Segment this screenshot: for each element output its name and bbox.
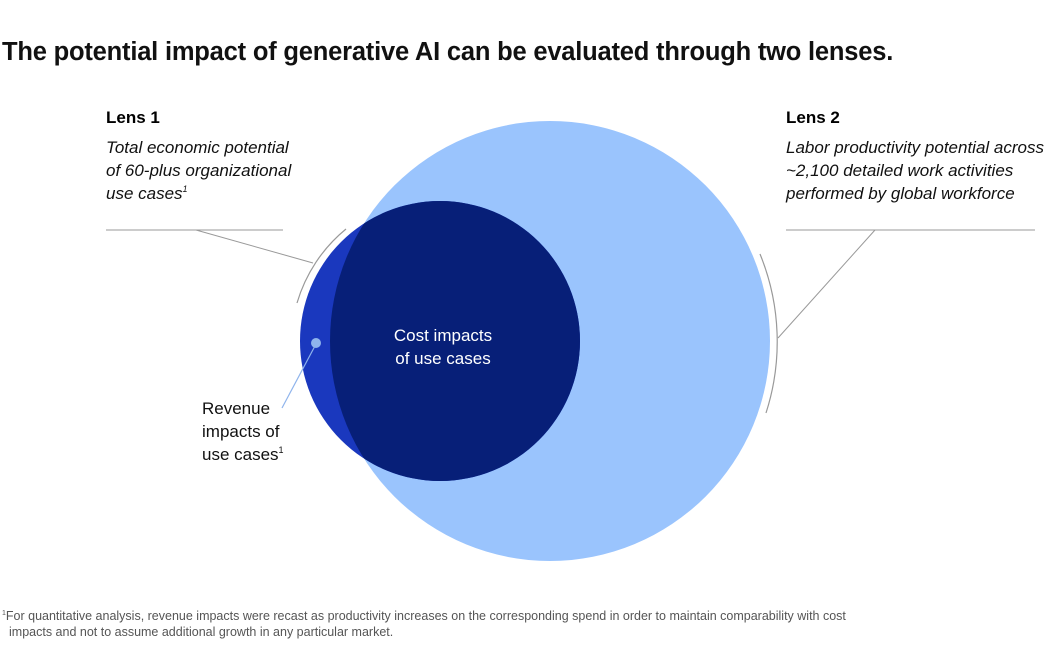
lens2-bracket-arc bbox=[759, 253, 778, 414]
lens1-bracket-arc bbox=[296, 228, 347, 304]
revenue-impacts-label: Revenue impacts of use cases1 bbox=[202, 397, 292, 466]
revenue-label-line3: use cases1 bbox=[202, 443, 292, 466]
revenue-label-line3-text: use cases bbox=[202, 445, 279, 464]
lens1-footnote-marker: 1 bbox=[182, 184, 188, 194]
revenue-label-line2: impacts of bbox=[202, 422, 280, 441]
revenue-label-line1: Revenue bbox=[202, 399, 271, 418]
lens1-leader-line bbox=[195, 229, 314, 264]
revenue-footnote-marker: 1 bbox=[278, 445, 284, 455]
page-title: The potential impact of generative AI ca… bbox=[2, 38, 894, 66]
revenue-dot bbox=[311, 338, 321, 348]
cost-label-line1: Cost impacts bbox=[393, 326, 493, 345]
footnote-line2: impacts and not to assume additional gro… bbox=[9, 625, 394, 639]
lens1-description: Total economic potential of 60-plus orga… bbox=[106, 136, 296, 205]
footnote-line1-text: For quantitative analysis, revenue impac… bbox=[5, 609, 846, 623]
lens2-heading: Lens 2 bbox=[786, 108, 840, 127]
cost-region bbox=[330, 201, 580, 481]
footnote: 1For quantitative analysis, revenue impa… bbox=[2, 608, 1047, 640]
lens1-heading: Lens 1 bbox=[106, 108, 160, 127]
footnote-line1: 1For quantitative analysis, revenue impa… bbox=[2, 608, 1047, 624]
cost-label-line2: of use cases bbox=[395, 349, 491, 368]
lens2-leader-line bbox=[777, 229, 876, 339]
footnote-marker: 1 bbox=[2, 610, 6, 617]
cost-impacts-label: Cost impacts of use cases bbox=[370, 324, 516, 370]
lens1-description-text: Total economic potential of 60-plus orga… bbox=[106, 138, 292, 203]
lens2-description: Labor productivity potential across ~2,1… bbox=[786, 138, 1044, 203]
revenue-leader-line bbox=[281, 343, 317, 409]
